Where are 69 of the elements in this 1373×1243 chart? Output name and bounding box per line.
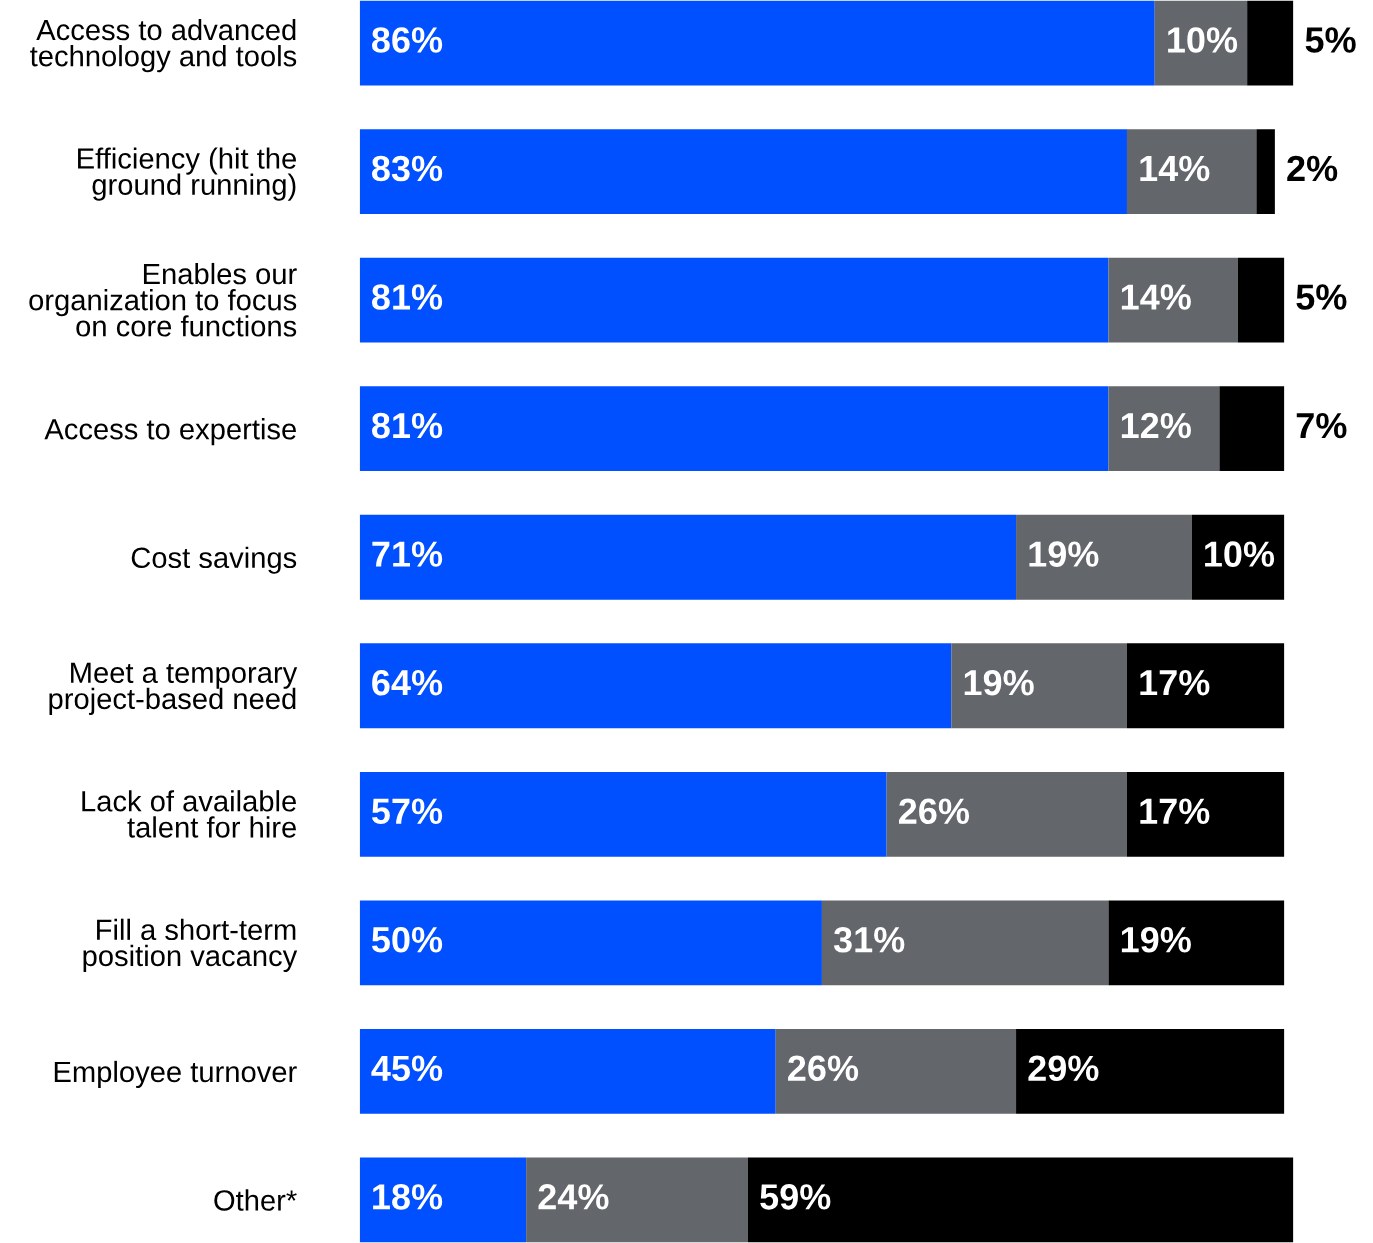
data-label: 10% bbox=[1168, 27, 1238, 53]
data-label: 19% bbox=[1029, 541, 1099, 567]
bar bbox=[1108, 900, 1285, 986]
y-tick-label: Cost savings bbox=[131, 546, 297, 574]
y-tick-label: Access to expertise bbox=[44, 418, 296, 446]
bar bbox=[359, 771, 887, 857]
data-label: 18% bbox=[373, 1184, 443, 1210]
data-label: 17% bbox=[1140, 798, 1210, 824]
bar bbox=[359, 386, 1109, 472]
bar bbox=[886, 771, 1127, 857]
data-label: 14% bbox=[1121, 284, 1191, 310]
data-label: 45% bbox=[371, 1055, 443, 1082]
data-label: 50% bbox=[371, 926, 443, 953]
data-label: 2% bbox=[1287, 155, 1338, 182]
bar bbox=[359, 1157, 527, 1243]
data-label: 83% bbox=[371, 155, 443, 182]
data-label: 57% bbox=[371, 798, 443, 825]
bar bbox=[951, 643, 1127, 729]
y-tick-label: Fill a short-term position vacancy bbox=[83, 918, 298, 973]
data-label: 5% bbox=[1305, 27, 1356, 53]
bar bbox=[1256, 129, 1275, 215]
bar bbox=[1108, 257, 1238, 343]
data-label: 59% bbox=[760, 1184, 831, 1210]
bar bbox=[526, 1157, 748, 1243]
data-label: 17% bbox=[1140, 669, 1210, 696]
data-label: 64% bbox=[372, 669, 443, 696]
y-tick-label: Other* bbox=[214, 1189, 297, 1211]
bar bbox=[359, 129, 1127, 215]
bar bbox=[1237, 257, 1285, 343]
y-tick-label: Meet a temporary project-based need bbox=[49, 662, 298, 715]
bar bbox=[1126, 771, 1285, 857]
data-label: 7% bbox=[1296, 412, 1347, 439]
bar bbox=[359, 257, 1109, 343]
y-tick-label: Access to advanced technology and tools bbox=[30, 18, 297, 73]
bar bbox=[747, 1157, 1294, 1243]
data-label: 26% bbox=[788, 1055, 859, 1082]
data-label: 81% bbox=[371, 412, 443, 439]
data-label: 71% bbox=[372, 541, 443, 567]
data-label: 5% bbox=[1296, 284, 1347, 310]
bar bbox=[359, 514, 1017, 600]
bar bbox=[1126, 643, 1285, 729]
bar bbox=[1126, 129, 1257, 215]
bar bbox=[359, 0, 1155, 86]
bar bbox=[821, 900, 1109, 986]
data-label: 29% bbox=[1028, 1055, 1099, 1082]
data-label: 19% bbox=[964, 669, 1034, 696]
bar bbox=[1219, 386, 1285, 472]
bar bbox=[359, 1028, 776, 1114]
bar bbox=[775, 1028, 1017, 1114]
data-label: 81% bbox=[371, 284, 443, 310]
bar bbox=[1191, 514, 1285, 600]
data-label: 10% bbox=[1205, 541, 1275, 567]
bar bbox=[1016, 1028, 1285, 1114]
y-tick-label: Efficiency (hit the ground running) bbox=[78, 147, 296, 201]
bar bbox=[1247, 0, 1294, 86]
data-label: 31% bbox=[833, 926, 905, 953]
y-tick-label: Employee turnover bbox=[54, 1060, 297, 1089]
data-label: 12% bbox=[1121, 412, 1191, 439]
y-tick-label: Enables our organization to focus on core functions bbox=[29, 262, 297, 337]
bar bbox=[359, 900, 822, 986]
data-label: 86% bbox=[371, 27, 443, 53]
data-label: 26% bbox=[899, 798, 970, 825]
bar bbox=[1016, 514, 1192, 600]
data-label: 14% bbox=[1140, 155, 1210, 182]
y-tick-label: Lack of available talent for hire bbox=[82, 790, 296, 838]
data-label: 24% bbox=[538, 1184, 609, 1210]
bar bbox=[1108, 386, 1220, 472]
data-label: 19% bbox=[1121, 926, 1191, 953]
bar bbox=[359, 643, 952, 729]
